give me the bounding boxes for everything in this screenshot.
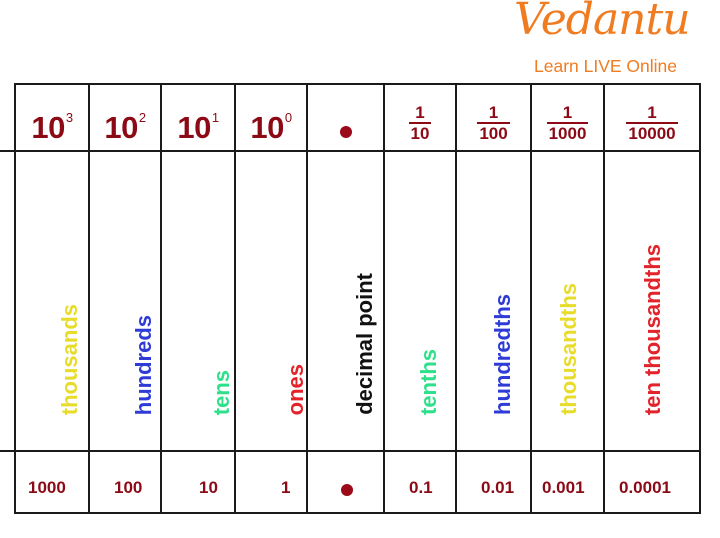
col-divider [530,83,532,514]
header-separator [0,150,701,152]
fraction: 1 100 [477,103,510,143]
table-bottom-border [15,512,701,514]
decimal-dot-icon [339,126,352,138]
value-thousands: 1000 [28,478,66,497]
col-divider [234,83,236,514]
value-hundreds: 100 [114,478,143,497]
logo-tagline: Learn LIVE Online [534,56,678,76]
header-cell-tenths: 1 10 [385,85,455,150]
fraction: 1 10000 [626,103,678,143]
col-divider [699,83,701,514]
power-of-ten: 101 [177,110,219,145]
value-separator [0,450,701,452]
power-of-ten: 102 [104,110,146,145]
label-ten-thousandths: ten thousandths [640,243,665,415]
label-hundreds: hundreds [131,314,156,415]
col-divider [160,83,162,514]
fraction: 1 1000 [546,103,589,143]
value-tens: 10 [199,478,218,497]
label-thousands: thousands [57,303,82,415]
vedantu-logo: Vedantu Learn LIVE Online [512,0,707,80]
label-decimal-point: decimal point [352,273,377,415]
label-ones: ones [283,363,308,415]
value-ten-thousandths: 0.0001 [619,478,671,497]
col-divider [88,83,90,514]
table-top-border [15,83,701,85]
value-thousandths: 0.001 [542,478,585,497]
col-divider [455,83,457,514]
header-cell-tens: 101 [162,85,234,150]
value-ones: 1 [281,478,291,497]
header-cell-thousandths: 1 1000 [532,85,603,150]
fraction: 1 10 [408,103,432,143]
header-cell-ten-thousandths: 1 10000 [605,85,699,150]
label-thousandths: thousandths [556,283,581,415]
header-cell-decimal-point [308,85,383,150]
value-tenths: 0.1 [409,478,433,497]
label-tenths: tenths [416,349,441,415]
value-decimal-dot-icon [341,484,353,496]
header-cell-hundreds: 102 [90,85,160,150]
col-divider [603,83,605,514]
power-of-ten: 103 [31,110,73,145]
label-tens: tens [209,369,234,415]
logo-brand: Vedantu [514,0,691,45]
value-hundredths: 0.01 [481,478,515,497]
header-cell-hundredths: 1 100 [457,85,530,150]
label-hundredths: hundredths [490,294,515,415]
power-of-ten: 100 [250,110,292,145]
col-divider [14,83,16,514]
header-cell-thousands: 103 [16,85,88,150]
col-divider [306,83,308,514]
header-cell-ones: 100 [236,85,306,150]
col-divider [383,83,385,514]
